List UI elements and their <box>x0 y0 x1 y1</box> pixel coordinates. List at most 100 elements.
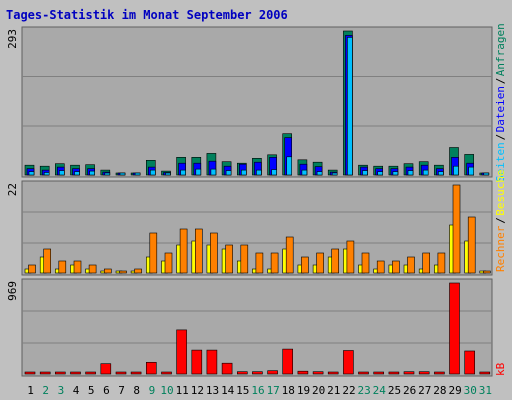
bar-rechner-day-12 <box>195 228 203 274</box>
bar-rechner-day-1 <box>28 264 36 274</box>
bar-kb-day-10 <box>161 371 172 375</box>
bar-rechner-day-15 <box>240 244 249 274</box>
chart-title: Tages-Statistik im Monat September 2006 <box>6 8 288 22</box>
legend-label-dateien: Dateien <box>494 86 507 132</box>
xtick-label-day-27: 27 <box>418 384 431 397</box>
bar-rechner-day-17 <box>270 252 279 274</box>
bar-seiten-day-6 <box>104 172 111 176</box>
bar-rechner-day-6 <box>104 268 112 274</box>
bar-seiten-day-30 <box>468 166 475 176</box>
xtick-label-day-12: 12 <box>191 384 204 397</box>
xtick-label-day-20: 20 <box>312 384 325 397</box>
bar-kb-day-4 <box>70 371 81 375</box>
xtick-label-day-1: 1 <box>27 384 34 397</box>
bar-seiten-day-24 <box>377 171 384 176</box>
xtick-label-day-21: 21 <box>327 384 340 397</box>
xtick-label-day-9: 9 <box>149 384 156 397</box>
bar-rechner-day-23 <box>361 252 370 274</box>
legend-label-kb: kB <box>494 362 507 376</box>
bar-seiten-day-5 <box>89 170 95 176</box>
x-axis-day-labels: 1 2 3 4 5 6 7 8 9 10 11 12 13 14 15 16 17 18 19 20 21 22 23 24 2… <box>27 384 492 397</box>
bar-rechner-day-10 <box>164 252 173 274</box>
bar-seiten-day-3 <box>58 170 65 176</box>
xtick-label-day-16: 16 <box>251 384 264 397</box>
xtick-label-day-18: 18 <box>282 384 295 397</box>
bar-seiten-day-12 <box>195 168 202 176</box>
bar-seiten-day-19 <box>301 169 308 176</box>
xtick-label-day-25: 25 <box>388 384 401 397</box>
bar-kb-day-21 <box>327 371 339 375</box>
xtick-label-day-13: 13 <box>206 384 219 397</box>
bar-kb-day-18 <box>282 348 294 375</box>
legend-label-rechner: Rechner <box>494 225 507 272</box>
bar-kb-day-25 <box>388 371 400 375</box>
chart-panels: 293 22 969 <box>6 26 493 377</box>
legend-separator: / <box>494 217 507 224</box>
xtick-label-day-3: 3 <box>58 384 65 397</box>
bar-kb-day-19 <box>297 370 309 375</box>
panel-bottom-area <box>21 278 493 377</box>
bar-rechner-day-22 <box>346 240 355 274</box>
bar-seiten-day-7 <box>119 172 126 176</box>
bar-kb-day-30 <box>464 350 476 375</box>
bar-seiten-day-25 <box>392 171 399 176</box>
bar-kb-day-29 <box>449 282 460 375</box>
bar-kb-day-24 <box>373 371 385 375</box>
bar-rechner-day-29 <box>452 184 461 274</box>
panel-middle: 22 <box>6 180 493 276</box>
xtick-label-day-22: 22 <box>342 384 355 397</box>
bar-seiten-day-20 <box>316 171 323 176</box>
xtick-label-day-19: 19 <box>297 384 310 397</box>
bar-kb-day-14 <box>221 362 233 375</box>
bar-rechner-day-9 <box>149 232 158 274</box>
legend-separator: / <box>494 78 507 85</box>
bar-rechner-day-28 <box>437 252 446 274</box>
bar-kb-day-16 <box>252 371 263 375</box>
bar-seiten-day-9 <box>150 169 156 176</box>
bar-rechner-day-14 <box>225 244 233 274</box>
bar-seiten-day-14 <box>225 170 232 176</box>
bar-seiten-day-2 <box>43 172 50 176</box>
xtick-label-day-8: 8 <box>133 384 140 397</box>
bar-kb-day-11 <box>176 329 187 375</box>
bar-rechner-day-31 <box>482 270 491 274</box>
bar-kb-day-3 <box>54 371 66 375</box>
xtick-label-day-26: 26 <box>403 384 416 397</box>
bar-seiten-day-17 <box>271 169 277 176</box>
xtick-label-day-30: 30 <box>464 384 477 397</box>
bar-kb-day-13 <box>206 349 218 375</box>
ytick-label-middle: 22 <box>6 183 19 196</box>
legend-label-seiten: Seiten <box>494 142 507 182</box>
bar-rechner-day-8 <box>134 268 142 274</box>
bar-seiten-day-1 <box>28 171 35 176</box>
bar-kb-day-2 <box>39 371 51 375</box>
legend-label-anfragen: Anfragen <box>494 23 507 76</box>
bar-rechner-day-24 <box>376 260 385 274</box>
bar-seiten-day-23 <box>362 170 368 176</box>
bar-seiten-day-29 <box>453 165 459 176</box>
bar-kb-day-5 <box>85 371 96 375</box>
panel-bottom: 969 <box>6 278 493 377</box>
xtick-label-day-11: 11 <box>176 384 189 397</box>
bar-rechner-day-3 <box>58 260 67 274</box>
bar-seiten-day-16 <box>256 169 262 176</box>
bar-rechner-day-19 <box>301 256 309 274</box>
xtick-label-day-7: 7 <box>118 384 125 397</box>
bar-rechner-day-13 <box>210 232 218 274</box>
bar-kb-day-22 <box>343 350 354 375</box>
xtick-label-day-17: 17 <box>267 384 280 397</box>
bar-rechner-day-21 <box>331 248 340 274</box>
legend-label-besuche: Besuche <box>494 169 507 215</box>
panel-top-area <box>21 26 493 178</box>
bar-kb-day-8 <box>130 371 142 375</box>
bar-rechner-day-26 <box>407 256 415 274</box>
xtick-label-day-14: 14 <box>221 384 235 397</box>
bar-rechner-day-20 <box>316 252 324 274</box>
xtick-label-day-10: 10 <box>160 384 173 397</box>
bar-rechner-day-25 <box>392 260 400 274</box>
bar-rechner-day-27 <box>422 252 431 274</box>
xtick-label-day-24: 24 <box>373 384 387 397</box>
xtick-label-day-6: 6 <box>103 384 110 397</box>
